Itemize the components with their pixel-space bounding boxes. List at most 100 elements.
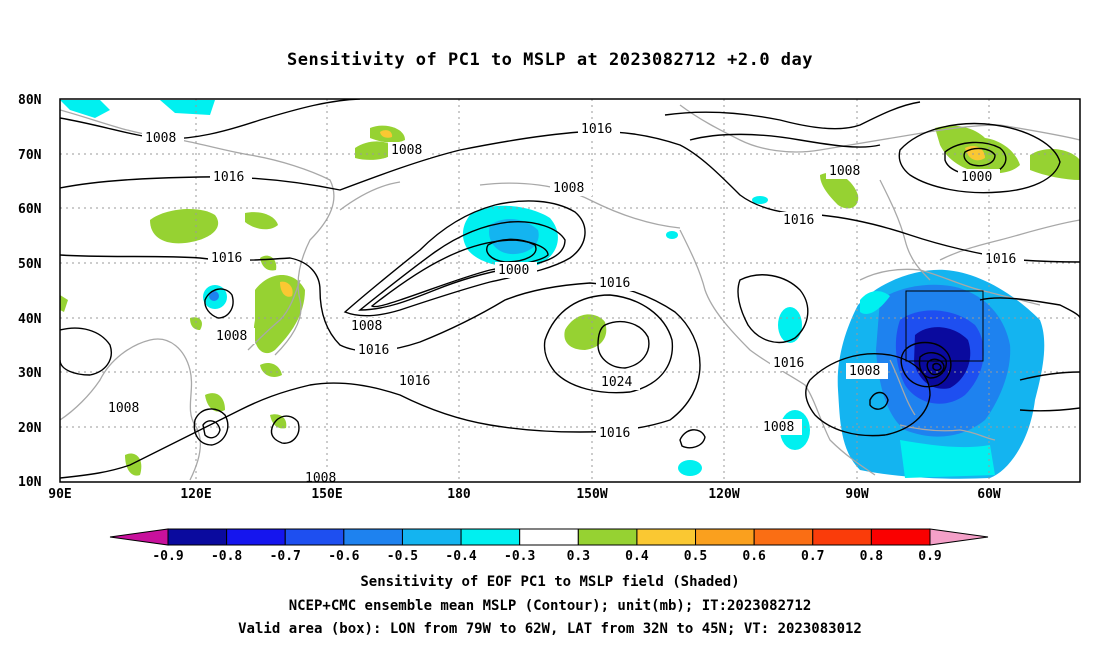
colorbar-swatch [226, 528, 286, 546]
contour-label: 1008 [829, 164, 860, 179]
colorbar-swatch [577, 528, 638, 546]
negative-sensitivity-region [900, 440, 995, 478]
contour-label: 1016 [358, 343, 389, 358]
colorbar-high-extension [929, 528, 989, 546]
colorbar-label: 0.4 [625, 549, 649, 564]
lon-label: 90E [48, 487, 71, 502]
colorbar-swatch [343, 528, 403, 546]
colorbar-label: 0.6 [742, 549, 766, 564]
colorbar-swatch [401, 528, 462, 546]
contour-labels: 1008 1008 1008 1008 1008 1008 1008 1008 … [105, 121, 1024, 486]
contour-label: 1016 [783, 213, 814, 228]
negative-sensitivity-region [678, 460, 702, 476]
lat-label: 70N [18, 148, 42, 163]
negative-sensitivity-region [752, 196, 768, 204]
positive-sensitivity-region [564, 314, 607, 350]
positive-sensitivity-region [150, 208, 219, 244]
colorbar-swatch [284, 528, 345, 546]
colorbar-swatch [167, 528, 228, 546]
valid-area-box [905, 290, 984, 362]
colorbar-labels: -0.9 -0.8 -0.7 -0.6 -0.5 -0.4 -0.3 0.3 0.4 0.5 0.6… [152, 549, 941, 564]
colorbar-label: -0.3 [504, 549, 535, 564]
contour-label: 1000 [498, 263, 529, 278]
colorbar-label: -0.9 [152, 549, 183, 564]
colorbar-label: -0.7 [270, 549, 301, 564]
positive-sensitivity-region [205, 393, 225, 412]
contour-label: 1008 [305, 471, 336, 486]
negative-sensitivity-region [666, 231, 678, 239]
plot-frame [59, 98, 1081, 483]
latitude-labels: 80N 70N 60N 50N 40N 30N 20N 10N [18, 93, 42, 490]
contour-label: 1008 [849, 364, 880, 379]
longitude-labels: 90E 120E 150E 180 150W 120W 90W 60W [48, 487, 1001, 502]
contour-label: 1016 [211, 251, 242, 266]
lat-label: 40N [18, 312, 42, 327]
contour-label: 1008 [108, 401, 139, 416]
colorbar-label: -0.5 [387, 549, 418, 564]
contour-label: 1008 [391, 143, 422, 158]
colorbar-swatch [460, 528, 521, 546]
lon-label: 90W [845, 487, 869, 502]
colorbar-swatch [812, 528, 872, 546]
lat-label: 20N [18, 421, 42, 436]
negative-sensitivity-region [160, 100, 215, 115]
contour-label: 1016 [213, 170, 244, 185]
contour-label: 1008 [216, 329, 247, 344]
contour-label: 1016 [985, 252, 1016, 267]
positive-sensitivity-region [125, 453, 142, 476]
colorbar-low-extension [109, 528, 169, 546]
positive-sensitivity-region [260, 255, 277, 271]
colorbar-label: 0.9 [918, 549, 941, 564]
colorbar-label: 0.5 [684, 549, 707, 564]
lon-label: 60W [977, 487, 1001, 502]
negative-sensitivity-region [489, 218, 539, 255]
colorbar-label: 0.7 [801, 549, 824, 564]
lon-label: 120E [180, 487, 211, 502]
colorbar-swatch [519, 528, 579, 546]
colorbar-label: -0.6 [328, 549, 359, 564]
colorbar-label: -0.8 [211, 549, 242, 564]
contour-label: 1016 [581, 122, 612, 137]
contour-label: 1024 [601, 375, 632, 390]
colorbar-label: -0.4 [445, 549, 476, 564]
colorbar-swatch [636, 528, 697, 546]
plot-area: 1008 1008 1008 1008 1008 1008 1008 1008 … [60, 99, 1080, 486]
contour-label: 1008 [553, 181, 584, 196]
contour-label: 1016 [399, 374, 430, 389]
contour-label: 1008 [351, 319, 382, 334]
contour-label: 1016 [599, 426, 630, 441]
positive-sensitivity-region [60, 295, 68, 312]
positive-sensitivity-region [270, 414, 287, 429]
colorbar-label: 0.8 [860, 549, 884, 564]
positive-sensitivity-region [820, 172, 859, 209]
contour-label: 1008 [763, 420, 794, 435]
colorbar-swatch [695, 528, 755, 546]
positive-sensitivity-region [380, 130, 393, 138]
colorbar-swatch [753, 528, 814, 546]
map-title: Sensitivity of PC1 to MSLP at 2023082712… [286, 50, 813, 70]
positive-sensitivity-region [260, 363, 282, 377]
caption-line-2: NCEP+CMC ensemble mean MSLP (Contour); u… [288, 598, 812, 614]
lat-label: 60N [18, 202, 42, 217]
lat-label: 80N [18, 93, 42, 108]
colorbar-label: 0.3 [567, 549, 590, 564]
negative-sensitivity-region [860, 291, 890, 315]
positive-sensitivity-region [190, 317, 202, 330]
contour-label: 1016 [599, 276, 630, 291]
negative-sensitivity-region [778, 307, 802, 343]
lon-label: 150W [576, 487, 607, 502]
positive-sensitivity-region [355, 141, 398, 160]
contour-label: 1000 [961, 170, 992, 185]
caption-line-3: Valid area (box): LON from 79W to 62W, L… [238, 621, 862, 637]
positive-sensitivity-region [280, 281, 293, 297]
lat-label: 50N [18, 257, 42, 272]
negative-sensitivity-region [209, 291, 219, 301]
lat-label: 10N [18, 475, 42, 490]
graticule [60, 99, 1080, 482]
positive-sensitivity-region [245, 212, 278, 230]
contour-label: 1008 [145, 131, 176, 146]
colorbar [109, 528, 989, 546]
lon-label: 180 [447, 487, 471, 502]
caption-line-1: Sensitivity of EOF PC1 to MSLP field (Sh… [360, 574, 740, 590]
